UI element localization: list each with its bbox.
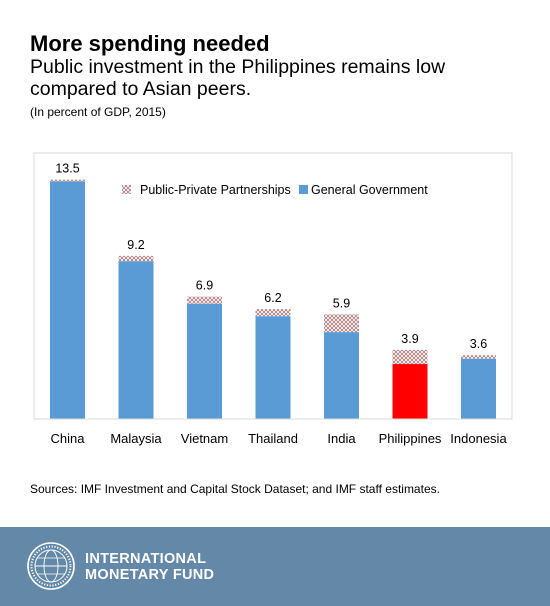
bar-gg-indonesia bbox=[461, 358, 496, 419]
data-label-philippines: 3.9 bbox=[401, 332, 418, 346]
legend-label-gg: General Government bbox=[311, 183, 428, 197]
legend-label-ppp: Public-Private Partnerships bbox=[140, 183, 291, 197]
data-label-vietnam: 6.9 bbox=[196, 279, 213, 293]
chart-units: (In percent of GDP, 2015) bbox=[30, 105, 166, 119]
imf-seal-icon bbox=[27, 542, 75, 590]
imf-wordmark: INTERNATIONAL MONETARY FUND bbox=[85, 551, 285, 583]
x-tick-label-malaysia: Malaysia bbox=[110, 431, 162, 446]
bar-gg-vietnam bbox=[187, 303, 222, 419]
bar-ppp-thailand bbox=[255, 309, 291, 317]
org-name-line-1: INTERNATIONAL bbox=[85, 551, 207, 567]
source-note: Sources: IMF Investment and Capital Stoc… bbox=[30, 482, 440, 496]
x-tick-label-thailand: Thailand bbox=[248, 431, 298, 446]
bar-gg-india bbox=[324, 332, 359, 419]
bar-ppp-malaysia bbox=[118, 255, 154, 262]
data-label-china: 13.5 bbox=[55, 162, 79, 176]
bar-gg-philippines bbox=[392, 364, 428, 419]
legend-swatch-gg bbox=[299, 185, 308, 194]
bar-marks: 13.5 China 9.2 Malaysia 6.9 Vietnam 6.2 Thailan… bbox=[50, 162, 507, 446]
bar-gg-thailand bbox=[255, 316, 291, 419]
chart-title: More spending needed bbox=[30, 31, 270, 56]
bar-ppp-india bbox=[324, 314, 359, 333]
chart-legend: Public-Private Partnerships General Gove… bbox=[122, 183, 428, 197]
bar-ppp-indonesia bbox=[461, 355, 496, 359]
data-label-india: 5.9 bbox=[333, 296, 350, 310]
org-name-line-2: MONETARY FUND bbox=[85, 566, 215, 583]
bar-gg-malaysia bbox=[118, 261, 154, 419]
legend-swatch-ppp bbox=[122, 185, 131, 194]
imf-footer: INTERNATIONAL MONETARY FUND bbox=[0, 527, 550, 606]
x-tick-label-indonesia: Indonesia bbox=[450, 431, 507, 446]
bar-ppp-philippines bbox=[392, 349, 428, 365]
x-tick-label-philippines: Philippines bbox=[379, 431, 442, 446]
data-label-thailand: 6.2 bbox=[264, 291, 281, 305]
x-tick-label-india: India bbox=[327, 431, 356, 446]
bar-ppp-vietnam bbox=[187, 296, 222, 304]
bar-gg-china bbox=[50, 181, 85, 419]
data-label-malaysia: 9.2 bbox=[127, 238, 144, 252]
x-tick-label-china: China bbox=[51, 431, 86, 446]
bar-ppp-china bbox=[50, 179, 85, 182]
data-label-indonesia: 3.6 bbox=[470, 337, 487, 351]
chart-subtitle: Public investment in the Philippines rem… bbox=[30, 56, 446, 100]
stacked-bar-chart: Public-Private Partnerships General Gove… bbox=[33, 152, 513, 446]
x-tick-label-vietnam: Vietnam bbox=[181, 431, 228, 446]
